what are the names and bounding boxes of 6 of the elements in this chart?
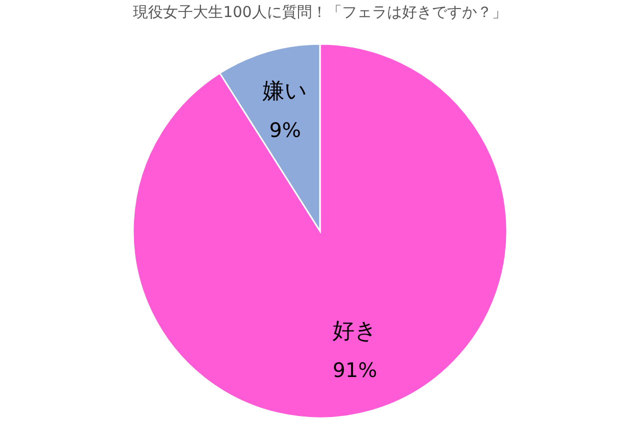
slice-label: 好き: [332, 319, 378, 344]
pie-slice: [132, 43, 508, 419]
data-label: 9%: [269, 118, 301, 142]
data-label: 91%: [332, 358, 378, 382]
chart-title: 現役女子大生100人に質問！「フェラは好きですか？」: [133, 3, 507, 21]
slice-label: 嫌い: [262, 78, 308, 104]
